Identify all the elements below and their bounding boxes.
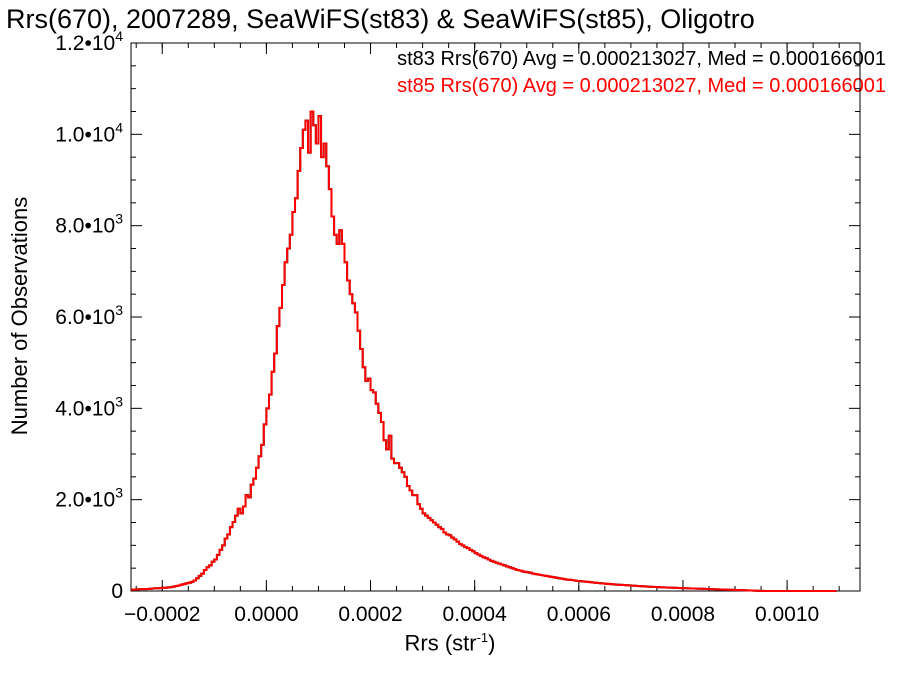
series-layer	[131, 110, 837, 592]
y-tick-mantissa: 8.0•10	[55, 215, 115, 238]
y-tick-label: 1.0•104	[55, 119, 123, 146]
y-tick-label: 8.0•103	[55, 211, 123, 238]
y-tick-exponent: 3	[115, 302, 123, 318]
x-tick-label: 0.0000	[234, 603, 298, 626]
y-tick-exponent: 3	[115, 211, 123, 227]
y-tick-mantissa: 6.0•10	[55, 306, 115, 329]
y-tick-mantissa: 4.0•10	[55, 397, 115, 420]
y-tick-mantissa: 1.0•10	[55, 123, 115, 146]
histogram-series-st85	[131, 110, 837, 592]
y-tick-label: 1.2•104	[55, 28, 123, 55]
x-axis-label-exponent: -1	[476, 630, 489, 645]
x-tick-label: 0.0006	[547, 603, 611, 626]
y-tick-mantissa: 2.0•10	[55, 489, 115, 512]
axes: −0.0002 0.0000 0.0002 0.0004 0.0006 0.0008 0.0…	[55, 28, 861, 626]
y-tick-label: 6.0•103	[55, 302, 123, 329]
st85-stats-label: st85 Rrs(670) Avg = 0.000213027, Med = 0…	[397, 75, 886, 97]
x-tick-label: 0.0004	[443, 603, 508, 626]
histogram-series-st83	[131, 110, 837, 592]
y-tick-label: 4.0•103	[55, 393, 123, 420]
x-tick-label: 0.0008	[651, 603, 715, 626]
y-tick-mantissa: 1.2•10	[55, 32, 115, 55]
x-axis-label: Rrs (str-1)	[0, 630, 900, 656]
y-tick-exponent: 4	[115, 28, 123, 44]
y-tick-label: 2.0•103	[55, 485, 123, 512]
y-tick-exponent: 3	[115, 393, 123, 409]
x-axis-label-text: Rrs (str	[404, 630, 477, 656]
x-tick-label: −0.0002	[124, 603, 201, 626]
y-tick-exponent: 3	[115, 485, 123, 501]
st83-stats-label: st83 Rrs(670) Avg = 0.000213027, Med = 0…	[397, 48, 886, 70]
y-tick-label: 0	[111, 580, 123, 603]
x-tick-label: 0.0002	[338, 603, 402, 626]
x-tick-label: 0.0010	[755, 603, 819, 626]
y-tick-exponent: 4	[115, 119, 123, 135]
chart-title: Rrs(670), 2007289, SeaWiFS(st83) & SeaWi…	[6, 4, 755, 34]
x-axis-label-close: )	[488, 630, 496, 656]
